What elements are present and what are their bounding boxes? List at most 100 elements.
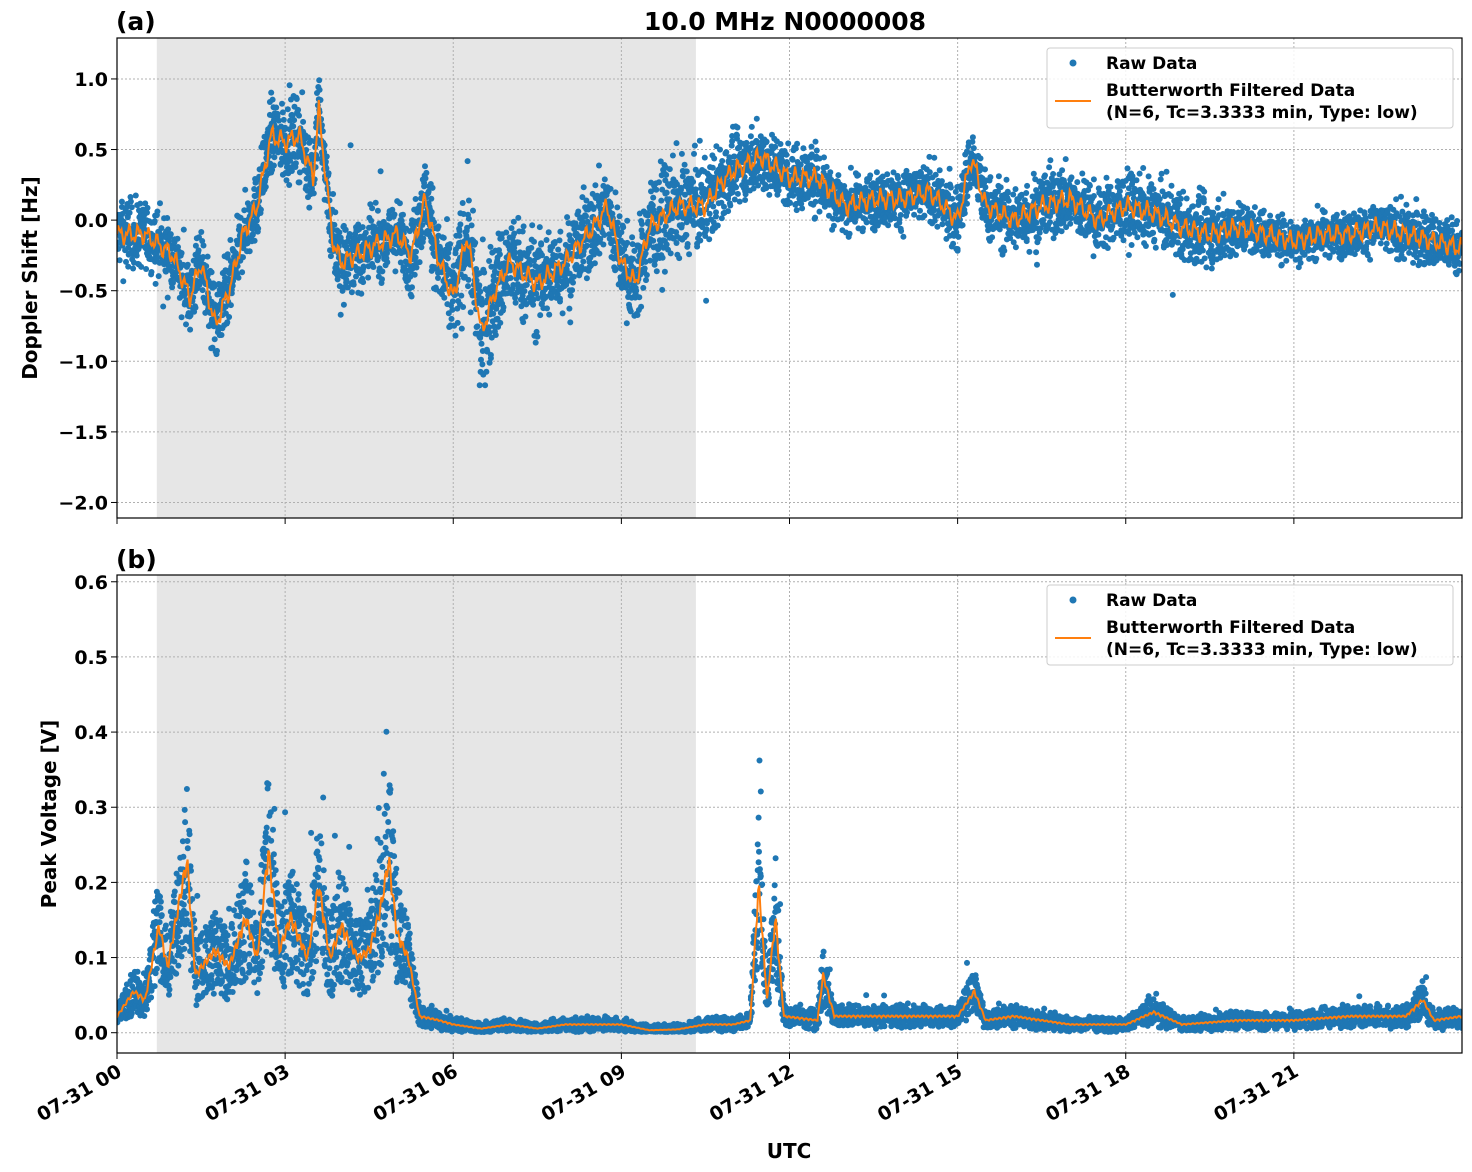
raw-data-point xyxy=(519,292,526,299)
raw-data-point xyxy=(1200,196,1207,203)
raw-data-point xyxy=(164,294,171,301)
raw-data-point xyxy=(429,184,436,191)
raw-data-point xyxy=(492,332,499,338)
raw-data-point xyxy=(486,324,493,331)
raw-data-point xyxy=(873,169,880,176)
raw-data-point xyxy=(566,270,573,277)
raw-data-point xyxy=(368,217,375,224)
raw-data-point xyxy=(620,224,627,231)
raw-data-point xyxy=(117,257,123,264)
y-axis-label-a: Doppler Shift [Hz] xyxy=(18,176,42,380)
raw-data-point xyxy=(279,109,286,116)
raw-data-point xyxy=(456,232,463,239)
raw-data-point xyxy=(342,226,349,233)
raw-data-point xyxy=(359,224,366,231)
raw-data-point xyxy=(512,249,519,256)
raw-data-point xyxy=(496,251,503,258)
raw-data-point xyxy=(331,221,338,228)
raw-data-point xyxy=(175,244,181,250)
raw-data-point xyxy=(692,186,699,193)
raw-data-point xyxy=(830,222,837,229)
raw-data-point xyxy=(242,186,249,193)
raw-data-point xyxy=(1140,165,1147,171)
raw-data-point xyxy=(812,138,819,145)
panel-label-a: (a) xyxy=(116,7,156,36)
raw-data-point xyxy=(474,323,481,330)
raw-data-point xyxy=(123,258,129,265)
raw-data-point xyxy=(370,264,377,270)
raw-data-point xyxy=(482,382,489,389)
raw-data-point xyxy=(583,213,589,220)
raw-data-point xyxy=(169,284,176,291)
raw-data-point xyxy=(130,265,137,272)
raw-data-point xyxy=(154,208,161,215)
raw-data-point xyxy=(422,175,429,182)
raw-data-point xyxy=(421,183,428,190)
raw-data-point xyxy=(653,268,660,275)
raw-data-point xyxy=(1010,191,1017,198)
raw-data-point xyxy=(1203,264,1210,271)
raw-data-point xyxy=(142,200,149,207)
raw-data-point xyxy=(347,142,354,149)
raw-data-point xyxy=(464,158,471,165)
raw-data-point xyxy=(1177,195,1184,202)
raw-data-point xyxy=(409,284,415,291)
raw-data-point xyxy=(336,283,343,290)
raw-data-point xyxy=(1176,201,1183,208)
raw-data-point xyxy=(639,221,645,227)
raw-data-point xyxy=(747,133,754,140)
raw-data-point xyxy=(465,276,472,283)
raw-data-point xyxy=(167,231,174,238)
raw-data-point xyxy=(274,110,281,117)
raw-data-point xyxy=(1145,173,1152,180)
raw-data-point xyxy=(555,246,562,253)
raw-data-point xyxy=(355,221,362,228)
raw-data-point xyxy=(124,214,131,221)
raw-data-point xyxy=(1183,195,1190,202)
raw-data-point xyxy=(449,298,456,305)
raw-data-point xyxy=(1126,230,1133,237)
raw-data-point xyxy=(444,216,450,223)
raw-data-point xyxy=(335,273,341,280)
raw-data-point xyxy=(1220,190,1227,197)
raw-data-point xyxy=(126,209,133,216)
raw-data-point xyxy=(286,182,293,188)
raw-data-point xyxy=(667,250,674,257)
raw-data-point xyxy=(270,162,277,169)
chart-title: 10.0 MHz N0000008 xyxy=(644,7,926,36)
raw-data-point xyxy=(785,140,792,147)
raw-data-point xyxy=(199,238,206,244)
raw-data-point xyxy=(663,171,670,178)
raw-data-point xyxy=(396,200,403,207)
raw-data-point xyxy=(449,306,456,313)
raw-data-point xyxy=(532,339,539,346)
raw-data-point xyxy=(330,191,337,197)
raw-data-point xyxy=(921,212,928,219)
raw-data-point xyxy=(1201,188,1208,195)
raw-data-point xyxy=(423,169,430,176)
raw-data-point xyxy=(656,179,662,186)
raw-data-point xyxy=(711,155,718,162)
raw-data-point xyxy=(478,340,485,347)
y-tick-label: 0.0 xyxy=(74,210,108,232)
raw-data-point xyxy=(596,162,602,169)
raw-data-point xyxy=(519,228,526,235)
raw-data-point xyxy=(1095,231,1102,238)
raw-data-point xyxy=(412,254,419,261)
raw-data-point xyxy=(271,154,278,161)
raw-data-point xyxy=(714,222,721,229)
raw-data-point xyxy=(253,217,260,224)
raw-data-point xyxy=(734,124,741,131)
raw-data-point xyxy=(1058,228,1065,235)
raw-data-point xyxy=(580,184,587,191)
raw-data-point xyxy=(280,116,287,123)
raw-data-point xyxy=(332,209,339,216)
raw-data-point xyxy=(144,209,150,216)
raw-data-point xyxy=(638,303,645,310)
y-tick-label: 0.5 xyxy=(74,140,108,162)
raw-data-point xyxy=(535,295,541,302)
raw-data-point xyxy=(435,223,442,230)
raw-data-point xyxy=(507,275,514,281)
raw-data-point xyxy=(374,207,381,214)
raw-data-point xyxy=(192,304,199,311)
